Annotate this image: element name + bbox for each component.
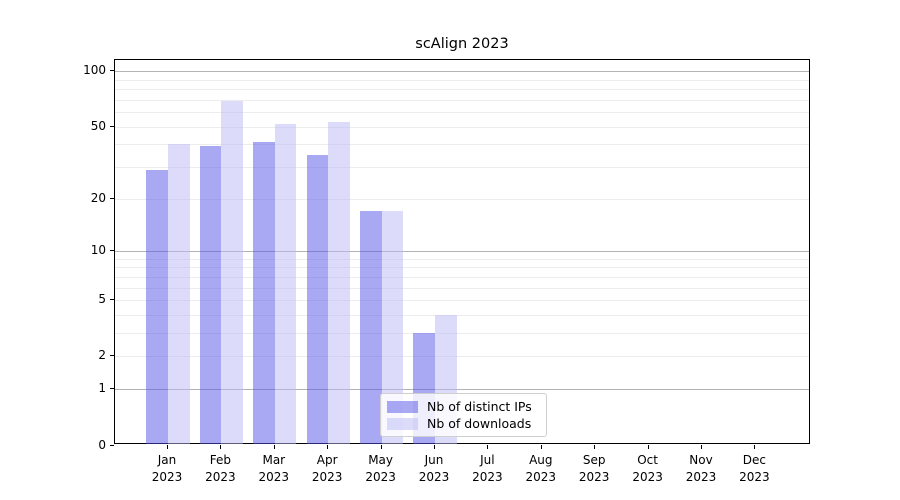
x-tick-mark-mar (273, 444, 275, 449)
minor-gridline-70 (115, 99, 809, 101)
bar-ips-jan (146, 169, 168, 445)
x-tick-mark-nov (701, 444, 702, 449)
minor-gridline-6 (115, 287, 809, 289)
x-tick-label-aug: Aug 2023 (525, 452, 557, 484)
x-tick-mark-jan (167, 444, 168, 449)
x-tick-mark-aug (540, 444, 542, 449)
x-tick-label-apr: Apr 2023 (311, 452, 343, 484)
minor-gridline-90 (115, 79, 809, 81)
bar-downloads-may (381, 211, 404, 445)
legend-entry-distinct-ips: Nb of distinct IPs (387, 399, 538, 414)
y-tick-label-5: 5 (98, 292, 106, 307)
minor-gridline-60 (115, 112, 809, 114)
minor-gridline-20 (115, 198, 809, 200)
minor-gridline-9 (115, 258, 809, 260)
bar-ips-may (360, 211, 382, 445)
y-tick-label-2: 2 (98, 348, 106, 363)
legend-label-downloads: Nb of downloads (427, 416, 532, 431)
x-tick-mark-sep (594, 444, 596, 449)
y-tick-mark-100 (110, 70, 114, 72)
x-tick-label-may: May 2023 (365, 452, 396, 484)
legend-swatch-downloads (387, 417, 418, 430)
y-tick-label-0: 0 (98, 437, 106, 452)
minor-gridline-40 (115, 144, 809, 146)
x-tick-label-mar: Mar 2023 (258, 452, 290, 484)
x-tick-mark-feb (220, 444, 222, 449)
minor-gridline-7 (115, 276, 809, 278)
y-tick-mark-0 (110, 444, 114, 446)
minor-gridline-30 (115, 167, 809, 168)
x-tick-label-jan: Jan 2023 (151, 452, 183, 484)
bar-ips-feb (199, 146, 222, 445)
bar-downloads-feb (221, 100, 243, 445)
y-tick-mark-20 (110, 197, 114, 199)
minor-gridline-3 (115, 333, 809, 335)
y-tick-label-20: 20 (90, 190, 106, 205)
major-gridline-100 (115, 71, 809, 73)
y-tick-label-100: 100 (83, 63, 106, 78)
minor-gridline-80 (115, 89, 809, 91)
legend-label-distinct-ips: Nb of distinct IPs (427, 399, 532, 414)
x-tick-label-jun: Jun 2023 (418, 452, 450, 484)
x-tick-mark-jul (487, 444, 489, 449)
bar-ips-mar (253, 142, 275, 445)
x-tick-mark-jun (434, 444, 435, 449)
x-tick-label-feb: Feb 2023 (205, 452, 236, 484)
x-tick-mark-may (380, 444, 382, 449)
x-tick-label-jul: Jul 2023 (472, 452, 503, 484)
major-gridline-1 (115, 389, 809, 391)
y-tick-label-10: 10 (90, 243, 106, 258)
bar-downloads-apr (328, 122, 350, 445)
y-tick-label-1: 1 (98, 381, 106, 396)
major-gridline-10 (115, 251, 809, 253)
bar-downloads-mar (274, 123, 297, 445)
y-tick-mark-10 (110, 250, 114, 252)
y-tick-mark-1 (110, 388, 114, 390)
legend-swatch-distinct-ips (387, 400, 418, 413)
y-tick-label-50: 50 (90, 118, 106, 133)
x-tick-mark-apr (327, 444, 329, 449)
x-tick-label-sep: Sep 2023 (578, 452, 610, 484)
legend-entry-downloads: Nb of downloads (387, 416, 538, 431)
x-tick-mark-dec (754, 444, 756, 449)
minor-gridline-2 (115, 356, 809, 358)
plot-area (114, 59, 810, 445)
chart-title: scAlign 2023 (415, 36, 509, 52)
y-tick-mark-50 (110, 125, 114, 127)
minor-gridline-8 (115, 267, 809, 269)
y-tick-mark-2 (110, 355, 114, 357)
minor-gridline-5 (115, 300, 809, 302)
x-tick-mark-oct (647, 444, 649, 449)
x-tick-label-oct: Oct 2023 (632, 452, 663, 484)
y-tick-mark-5 (110, 299, 114, 301)
bar-ips-apr (306, 154, 329, 445)
legend: Nb of distinct IPs Nb of downloads (380, 393, 547, 437)
x-tick-label-nov: Nov 2023 (685, 452, 717, 484)
bar-downloads-jan (168, 144, 190, 445)
x-tick-label-dec: Dec 2023 (739, 452, 770, 484)
minor-gridline-50 (115, 126, 809, 128)
minor-gridline-4 (115, 314, 809, 316)
